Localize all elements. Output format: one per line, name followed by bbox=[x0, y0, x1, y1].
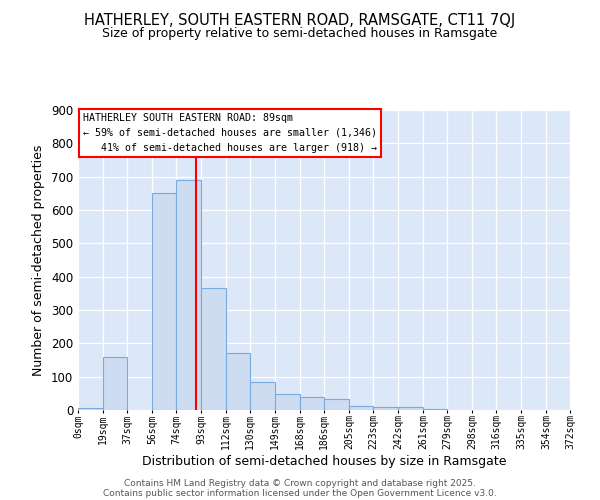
Bar bbox=[103, 356, 127, 410]
Bar bbox=[275, 394, 300, 410]
Text: Size of property relative to semi-detached houses in Ramsgate: Size of property relative to semi-detach… bbox=[103, 28, 497, 40]
Bar bbox=[324, 400, 349, 410]
Bar bbox=[300, 398, 324, 410]
Y-axis label: Number of semi-detached properties: Number of semi-detached properties bbox=[32, 144, 46, 376]
Bar bbox=[201, 288, 226, 410]
Bar bbox=[373, 406, 398, 410]
Bar bbox=[78, 408, 103, 410]
Bar bbox=[349, 406, 373, 410]
Bar bbox=[226, 354, 250, 410]
Bar bbox=[398, 406, 423, 410]
Text: Contains HM Land Registry data © Crown copyright and database right 2025.: Contains HM Land Registry data © Crown c… bbox=[124, 478, 476, 488]
X-axis label: Distribution of semi-detached houses by size in Ramsgate: Distribution of semi-detached houses by … bbox=[142, 455, 506, 468]
Bar bbox=[176, 180, 201, 410]
Text: HATHERLEY SOUTH EASTERN ROAD: 89sqm
← 59% of semi-detached houses are smaller (1: HATHERLEY SOUTH EASTERN ROAD: 89sqm ← 59… bbox=[83, 113, 377, 152]
Bar bbox=[152, 194, 176, 410]
Text: Contains public sector information licensed under the Open Government Licence v3: Contains public sector information licen… bbox=[103, 488, 497, 498]
Bar bbox=[250, 382, 275, 410]
Text: HATHERLEY, SOUTH EASTERN ROAD, RAMSGATE, CT11 7QJ: HATHERLEY, SOUTH EASTERN ROAD, RAMSGATE,… bbox=[85, 12, 515, 28]
